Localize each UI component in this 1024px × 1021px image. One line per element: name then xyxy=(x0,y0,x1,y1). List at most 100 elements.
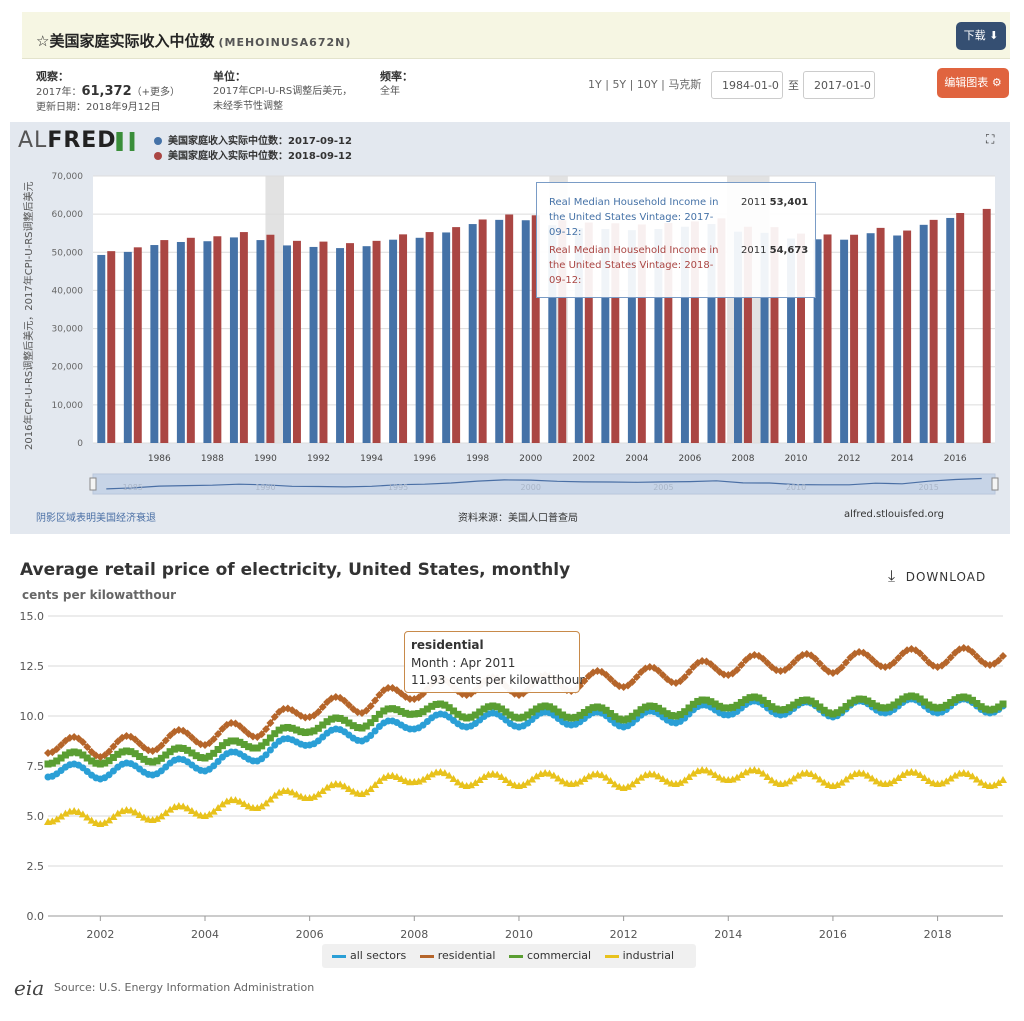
x-tick-label: 1998 xyxy=(466,454,489,464)
bar xyxy=(840,239,849,443)
download-button[interactable]: 下载 ⬇ xyxy=(956,22,1006,50)
data-point xyxy=(820,664,829,673)
data-point xyxy=(506,711,514,719)
x-tick-label: 1986 xyxy=(148,454,171,464)
data-point xyxy=(187,733,196,742)
data-point xyxy=(262,799,271,807)
data-point xyxy=(563,713,571,721)
legend-item-all-sectors[interactable]: all sectors xyxy=(332,944,406,968)
data-point xyxy=(549,771,558,779)
data-point xyxy=(214,746,222,753)
y-tick-label: 7.5 xyxy=(27,760,45,773)
recession-note-link[interactable]: 阴影区域表明美国经济衰退 xyxy=(36,513,156,524)
data-point xyxy=(301,729,309,737)
y-tick-label: 2.5 xyxy=(27,860,45,873)
favorite-star-icon[interactable]: ☆ xyxy=(36,32,50,50)
x-tick-label: 2006 xyxy=(678,454,701,464)
y-tick-label: 10,000 xyxy=(52,401,84,411)
data-point xyxy=(44,760,52,768)
more-link[interactable]: （+更多） xyxy=(131,87,181,98)
data-point xyxy=(729,703,737,711)
range-max-link[interactable]: 马克斯 xyxy=(668,78,702,91)
data-point xyxy=(689,662,698,671)
data-point xyxy=(899,695,907,703)
data-point xyxy=(898,771,907,778)
edit-graph-button[interactable]: 编辑图表 ⚙ xyxy=(937,68,1009,98)
data-point xyxy=(846,699,854,707)
range-1y-link[interactable]: 1Y xyxy=(588,78,602,91)
bar xyxy=(654,229,663,443)
data-point xyxy=(127,748,135,756)
data-point xyxy=(53,757,61,765)
fullscreen-icon[interactable]: ⛶ xyxy=(986,132,995,146)
data-point xyxy=(794,698,802,706)
range-5y-link[interactable]: 5Y xyxy=(612,78,627,91)
data-point xyxy=(872,777,881,785)
bar xyxy=(256,240,265,443)
data-point xyxy=(475,776,484,783)
x-tick-label: 2002 xyxy=(572,454,595,464)
data-point xyxy=(231,796,240,804)
gear-icon: ⚙ xyxy=(991,76,1002,89)
data-point xyxy=(754,767,763,775)
legend-item-industrial[interactable]: industrial xyxy=(604,944,674,968)
data-point xyxy=(362,706,371,715)
data-point xyxy=(768,703,776,711)
bar xyxy=(425,232,434,443)
eia-download-button[interactable]: ⤓ DOWNLOAD xyxy=(888,566,986,586)
data-point xyxy=(519,713,527,721)
data-point xyxy=(257,802,266,810)
data-point xyxy=(615,715,623,723)
data-point xyxy=(885,779,894,787)
data-point xyxy=(188,749,196,757)
data-point xyxy=(580,709,588,716)
data-point xyxy=(140,755,148,763)
legend-item-commercial[interactable]: commercial xyxy=(508,944,591,968)
data-point xyxy=(680,673,689,682)
legend-item-vintage-2017[interactable]: 美国家庭收入实际中位数：2017-09-12 xyxy=(154,132,352,147)
navigator-year-label: 2015 xyxy=(918,483,938,492)
bar xyxy=(203,241,212,443)
x-tick-label: 1990 xyxy=(254,454,277,464)
data-point xyxy=(785,777,794,785)
data-point xyxy=(449,775,458,782)
start-date-input[interactable]: 1984-01-0 xyxy=(711,71,783,99)
data-point xyxy=(283,786,292,794)
data-point xyxy=(257,730,266,739)
end-date-input[interactable]: 2017-01-0 xyxy=(803,71,875,99)
data-point xyxy=(597,771,606,779)
data-point xyxy=(157,812,166,820)
data-point xyxy=(392,773,401,780)
range-10y-link[interactable]: 10Y xyxy=(636,78,658,91)
data-point xyxy=(864,697,872,705)
bar xyxy=(903,230,912,443)
data-point xyxy=(585,706,593,714)
data-point xyxy=(205,752,213,760)
data-point xyxy=(977,778,986,786)
data-point xyxy=(999,700,1007,708)
bar xyxy=(548,225,557,443)
updated-date: 更新日期：2018年9月12日 xyxy=(36,102,161,113)
legend-swatch-icon xyxy=(604,954,619,958)
data-point xyxy=(789,774,798,782)
fred-site-link[interactable]: alfred.stlouisfed.org xyxy=(844,509,944,520)
data-point xyxy=(807,697,815,705)
data-point xyxy=(903,646,912,655)
data-point xyxy=(288,788,297,796)
legend-item-vintage-2018[interactable]: 美国家庭收入实际中位数：2018-09-12 xyxy=(154,147,352,162)
eia-legend: all sectors residential commercial indus… xyxy=(322,944,696,968)
units-line-2: 未经季节性调整 xyxy=(213,101,283,112)
data-point xyxy=(480,773,489,780)
bar xyxy=(213,236,222,443)
data-point xyxy=(672,712,680,720)
data-point xyxy=(270,712,279,721)
navigator-year-label: 2000 xyxy=(521,483,541,492)
data-point xyxy=(658,671,667,679)
legend-item-residential[interactable]: residential xyxy=(419,944,495,968)
data-point xyxy=(767,776,776,784)
data-point xyxy=(318,787,327,794)
data-point xyxy=(270,791,279,799)
data-point xyxy=(654,772,663,780)
data-point xyxy=(131,735,140,744)
bar xyxy=(627,230,636,443)
